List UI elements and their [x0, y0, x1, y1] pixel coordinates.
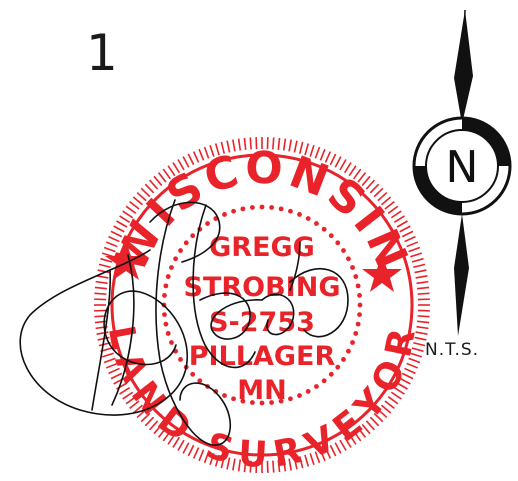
north-arrow: N: [402, 6, 518, 338]
scale-note: N.T.S.: [425, 340, 480, 360]
seal-star-right: [362, 255, 402, 292]
north-letter: N: [446, 142, 479, 193]
seal-name-line2: STROBING: [184, 272, 341, 303]
seal-graphic: WISCONSIN LAND SURVEYOR GREGG STROBING S…: [94, 137, 430, 476]
north-arrow-graphic: N: [412, 9, 512, 336]
north-arrow-needle-bottom: [454, 214, 469, 336]
seal-name-line1: GREGG: [209, 232, 315, 263]
surveyor-seal: WISCONSIN LAND SURVEYOR GREGG STROBING S…: [92, 135, 432, 476]
seal-state-abbr: MN: [237, 375, 286, 406]
sheet-number: 1: [86, 24, 118, 82]
seal-license: S-2753: [209, 307, 315, 338]
seal-city: PILLAGER: [189, 341, 336, 372]
